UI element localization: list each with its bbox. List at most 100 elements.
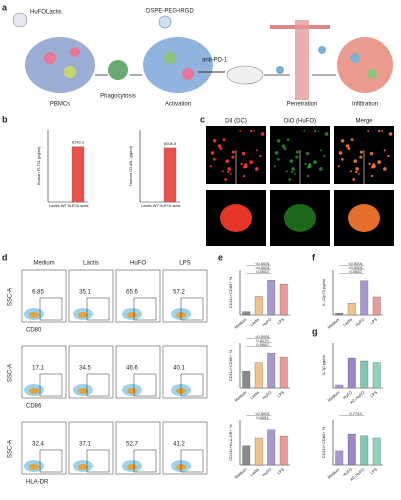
schematic-labels: HuFOLactis DSPE-PEG-iRGD anti-PD-1 PBMCs… xyxy=(30,9,378,108)
panel-label: f xyxy=(312,252,316,262)
cell-dot xyxy=(255,149,258,152)
flow-gate xyxy=(133,449,157,473)
cell-dot xyxy=(317,130,320,132)
cell-dot xyxy=(355,170,358,174)
flow-gate xyxy=(180,449,204,473)
cell-dot xyxy=(319,167,323,171)
bar xyxy=(335,384,344,389)
cell-dot xyxy=(313,129,317,133)
schematic-art xyxy=(12,12,393,100)
zoomed-cell xyxy=(348,204,380,232)
cell-dot xyxy=(370,174,374,178)
bar xyxy=(71,146,85,203)
panel-label: e xyxy=(218,252,223,262)
x-tick-label: LPS xyxy=(369,317,378,326)
cell-dot xyxy=(349,170,352,173)
cell-dot xyxy=(381,130,384,132)
flow-percentage: 57.2 xyxy=(173,290,185,296)
p-value: <0.0001 xyxy=(255,334,270,339)
value-label: 6008.5 xyxy=(164,141,177,146)
flow-density-core xyxy=(127,388,137,394)
flow-percentage: 65.6 xyxy=(126,290,138,296)
flow-y-label: SSC-A xyxy=(8,440,14,458)
cell-dot xyxy=(304,162,307,166)
flow-gate xyxy=(133,373,157,397)
y-axis-label: IL-1β pg/ml xyxy=(321,355,326,375)
bar xyxy=(360,360,369,389)
flow-percentage: 52.7 xyxy=(126,442,138,448)
bar xyxy=(163,147,177,203)
y-axis-label: Human OX40L (pg/ml) xyxy=(128,145,133,186)
bar xyxy=(267,429,276,466)
flow-gate xyxy=(86,373,110,397)
cell-dot xyxy=(209,165,212,168)
bar xyxy=(279,356,288,389)
flow-density-core xyxy=(29,312,39,318)
microscopy-column-label: DiI (DC) xyxy=(225,119,247,125)
cell-dot xyxy=(212,139,217,143)
flow-gate xyxy=(180,297,204,321)
cell-dot xyxy=(227,170,230,174)
flow-gate xyxy=(39,449,63,473)
flow-percentage: 32.4 xyxy=(32,442,44,448)
cell-dot xyxy=(358,173,360,175)
p-value: 0.0051 xyxy=(256,415,269,420)
flow-gate xyxy=(39,373,63,397)
flow-density-core xyxy=(78,312,88,318)
bar xyxy=(279,435,288,466)
x-tick-label: HuFO xyxy=(354,317,365,328)
cell-dot xyxy=(241,151,246,156)
step-label: Phagocytosis xyxy=(100,94,136,100)
flow-density-core xyxy=(78,464,88,470)
x-tick-label: LPS xyxy=(276,317,285,326)
x-tick-label: Lactis xyxy=(342,317,353,328)
cell-dot xyxy=(210,151,215,155)
cell-dot xyxy=(259,154,262,158)
zoomed-cell xyxy=(284,204,316,232)
p-value: 0.0002 xyxy=(349,269,362,274)
cell-dot xyxy=(377,160,380,163)
p-value: 0.7743 xyxy=(349,411,362,416)
bar xyxy=(347,303,356,316)
cell-dot xyxy=(225,159,230,163)
panel-label: d xyxy=(2,252,8,262)
flow-y-label: SSC-A xyxy=(8,288,14,306)
x-tick-label: Medium xyxy=(326,466,341,479)
cell-dot xyxy=(345,144,350,148)
cell-dot xyxy=(294,173,296,175)
cell-dot xyxy=(281,144,286,148)
x-tick-label: HuFO xyxy=(342,467,353,478)
cell-dot xyxy=(367,129,370,132)
bar xyxy=(360,280,369,316)
bar xyxy=(254,437,263,466)
flow-gate xyxy=(86,449,110,473)
cell-dot xyxy=(255,167,259,171)
coating-label: DSPE-PEG-iRGD xyxy=(146,9,194,15)
p-value: <0.0001 xyxy=(348,265,363,270)
flow-gate xyxy=(133,297,157,321)
cell-dot xyxy=(221,170,224,173)
p-value: <0.0001 xyxy=(255,261,270,266)
cell-dot xyxy=(350,138,354,142)
cell-dot xyxy=(276,139,281,143)
cell-dot xyxy=(383,149,386,152)
bar xyxy=(372,437,381,466)
flow-marker-label: CD80 xyxy=(26,328,42,334)
flow-percentage: 40.1 xyxy=(173,366,185,372)
flow-percentage: 46.6 xyxy=(126,366,138,372)
cell-dot xyxy=(352,178,356,181)
cell-dot xyxy=(305,151,310,156)
step-label: Penetration xyxy=(287,102,318,108)
cell-dot xyxy=(219,147,223,151)
flow-percentage: 41.2 xyxy=(173,442,185,448)
bar xyxy=(267,279,276,316)
cell-dot xyxy=(240,162,243,166)
cell-dot xyxy=(347,147,351,151)
y-axis-label: CD11c+HLA-DR+ % xyxy=(228,424,233,461)
bar xyxy=(242,370,251,389)
cell-dot xyxy=(273,165,276,168)
flow-density-core xyxy=(29,464,39,470)
cell-dot xyxy=(340,139,345,143)
flow-percentage: 17.1 xyxy=(32,366,44,372)
cell-dot xyxy=(359,155,363,159)
